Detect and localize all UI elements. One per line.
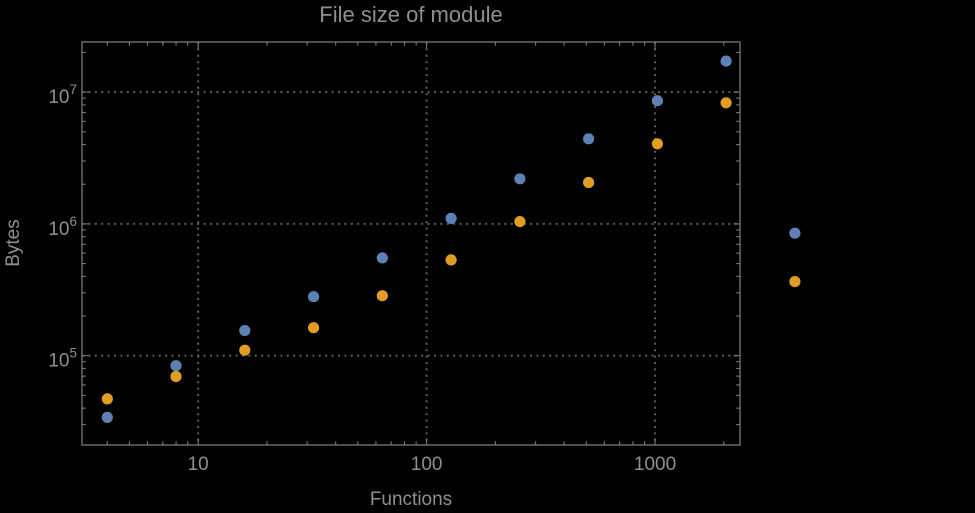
point-blue-16 <box>239 325 251 337</box>
point-blue-4 <box>101 411 113 423</box>
point-orange-2048 <box>720 97 732 109</box>
point-orange-128 <box>445 254 457 266</box>
plot-frame <box>81 41 741 446</box>
point-orange-512 <box>583 176 595 189</box>
chart-title: File size of module <box>319 2 503 27</box>
y-tick-label-10e5: 105 <box>48 346 77 372</box>
point-blue-128 <box>445 212 457 224</box>
point-blue-256 <box>514 173 526 185</box>
x-tick-label-100: 100 <box>411 454 443 475</box>
x-tick-label-1000: 1000 <box>634 454 676 475</box>
point-orange-256 <box>514 216 526 228</box>
x-tick-label-10: 10 <box>188 454 209 475</box>
point-blue-1024 <box>651 95 664 107</box>
point-orange-4096 <box>789 276 801 288</box>
y-tick-label-10e7: 107 <box>48 82 77 108</box>
point-blue-2048 <box>720 55 732 67</box>
y-axis-label: Bytes <box>3 219 24 267</box>
point-blue-8 <box>170 360 182 372</box>
x-axis-label: Functions <box>369 489 453 510</box>
point-orange-8 <box>170 370 182 383</box>
point-blue-32 <box>308 291 320 303</box>
point-blue-64 <box>376 252 388 264</box>
point-orange-1024 <box>651 138 664 150</box>
point-blue-512 <box>583 133 595 145</box>
y-tick-label-10e6: 106 <box>48 214 77 240</box>
point-blue-4096 <box>789 227 801 239</box>
point-orange-16 <box>239 344 251 356</box>
point-orange-4 <box>101 393 113 405</box>
point-orange-64 <box>376 290 388 302</box>
point-orange-32 <box>308 322 320 334</box>
